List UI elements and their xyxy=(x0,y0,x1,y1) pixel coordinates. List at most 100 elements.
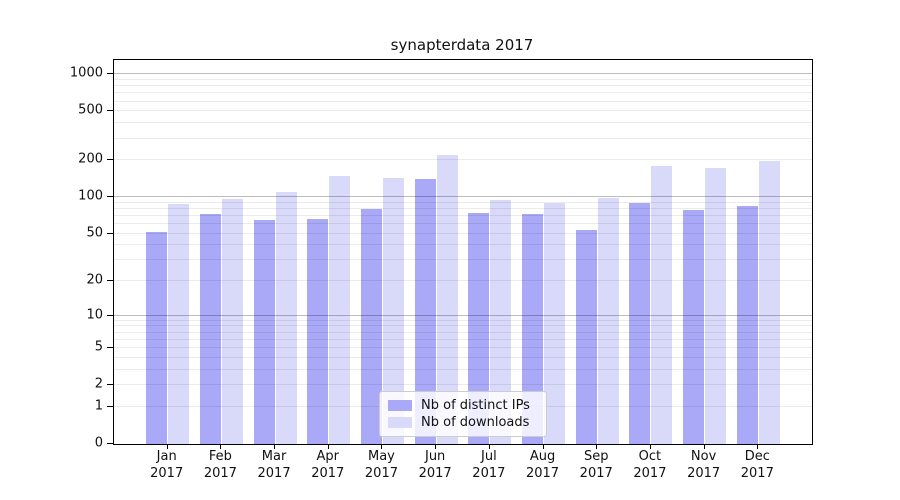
y-gridline-8 xyxy=(114,325,812,327)
y-gridline-800 xyxy=(114,85,812,87)
legend-item-distinct-ips: Nb of distinct IPs xyxy=(388,397,538,414)
bar-distinct-ips-sep xyxy=(575,229,597,444)
y-tick-mark-500 xyxy=(107,110,113,112)
y-tick-mark-1 xyxy=(107,405,113,407)
y-gridline-4 xyxy=(114,356,812,358)
y-gridline-60 xyxy=(114,223,812,225)
y-tick-label-200: 200 xyxy=(78,151,103,167)
bar-downloads-nov xyxy=(705,168,727,444)
legend-label: Nb of downloads xyxy=(421,415,530,430)
y-gridline-1000 xyxy=(114,73,812,75)
x-tick-label-jan: Jan 2017 xyxy=(150,449,184,481)
x-tick-label-jul: Jul 2017 xyxy=(472,449,506,481)
legend-swatch-icon xyxy=(388,417,412,428)
legend-swatch-icon xyxy=(388,400,412,411)
bar-downloads-dec xyxy=(758,161,780,444)
y-gridline-10 xyxy=(114,314,812,316)
bar-downloads-jun xyxy=(436,155,458,444)
bar-downloads-sep xyxy=(597,197,619,444)
x-tick-label-apr: Apr 2017 xyxy=(311,449,345,481)
x-tick-label-aug: Aug 2017 xyxy=(525,449,560,481)
chart-title: synapterdata 2017 xyxy=(390,36,534,54)
bar-distinct-ips-dec xyxy=(736,206,758,444)
y-tick-mark-200 xyxy=(107,159,113,161)
y-tick-mark-50 xyxy=(107,232,113,234)
y-tick-mark-20 xyxy=(107,280,113,282)
bar-downloads-feb xyxy=(221,198,243,444)
bar-distinct-ips-apr xyxy=(307,219,329,444)
x-tick-mark-may xyxy=(381,444,383,449)
y-tick-label-10: 10 xyxy=(86,307,103,323)
y-tick-mark-5 xyxy=(107,347,113,349)
x-tick-label-sep: Sep 2017 xyxy=(579,449,613,481)
legend-item-downloads: Nb of downloads xyxy=(388,414,538,431)
legend: Nb of distinct IPs Nb of downloads xyxy=(379,391,547,437)
y-gridline-2 xyxy=(114,384,812,386)
y-gridline-50 xyxy=(114,232,812,234)
y-gridline-200 xyxy=(114,159,812,161)
bar-distinct-ips-may xyxy=(360,208,382,444)
y-gridline-7 xyxy=(114,331,812,333)
x-tick-label-jun: Jun 2017 xyxy=(418,449,452,481)
bar-downloads-mar xyxy=(275,192,297,444)
bar-downloads-oct xyxy=(651,165,673,444)
x-tick-mark-nov xyxy=(703,444,705,449)
y-tick-mark-1000 xyxy=(107,73,113,75)
y-tick-label-1: 1 xyxy=(94,398,103,414)
y-tick-label-20: 20 xyxy=(86,272,103,288)
y-gridline-40 xyxy=(114,244,812,246)
y-gridline-5 xyxy=(114,347,812,349)
y-tick-label-100: 100 xyxy=(78,188,103,204)
y-tick-label-500: 500 xyxy=(78,102,103,118)
x-tick-label-dec: Dec 2017 xyxy=(740,449,774,481)
y-gridline-80 xyxy=(114,207,812,209)
bar-distinct-ips-jun xyxy=(414,179,436,444)
bar-distinct-ips-mar xyxy=(253,219,275,444)
bar-downloads-jul xyxy=(490,199,512,444)
x-tick-mark-jul xyxy=(488,444,490,449)
bar-downloads-aug xyxy=(544,203,566,444)
bar-distinct-ips-feb xyxy=(199,214,221,444)
y-tick-label-5: 5 xyxy=(94,339,103,355)
x-tick-mark-jan xyxy=(166,444,168,449)
y-gridline-100 xyxy=(114,196,812,198)
y-tick-label-2: 2 xyxy=(94,376,103,392)
x-tick-mark-dec xyxy=(757,444,759,449)
bar-distinct-ips-jul xyxy=(468,213,490,444)
bar-distinct-ips-oct xyxy=(629,202,651,444)
y-gridline-900 xyxy=(114,79,812,81)
x-tick-label-may: May 2017 xyxy=(364,449,398,481)
y-tick-label-0: 0 xyxy=(94,435,103,451)
y-gridline-700 xyxy=(114,92,812,94)
y-tick-label-1000: 1000 xyxy=(69,65,103,81)
y-tick-mark-2 xyxy=(107,384,113,386)
bar-distinct-ips-jan xyxy=(146,231,168,444)
legend-label: Nb of distinct IPs xyxy=(421,398,530,413)
x-tick-mark-mar xyxy=(274,444,276,449)
x-tick-mark-oct xyxy=(649,444,651,449)
y-gridline-30 xyxy=(114,259,812,261)
x-tick-mark-apr xyxy=(327,444,329,449)
y-gridline-9 xyxy=(114,319,812,321)
x-tick-mark-aug xyxy=(542,444,544,449)
y-gridline-70 xyxy=(114,214,812,216)
y-gridline-3 xyxy=(114,368,812,370)
bar-downloads-may xyxy=(382,178,404,444)
y-gridline-400 xyxy=(114,122,812,124)
bar-distinct-ips-aug xyxy=(522,214,544,444)
y-tick-mark-10 xyxy=(107,314,113,316)
bar-distinct-ips-nov xyxy=(683,210,705,444)
x-tick-label-mar: Mar 2017 xyxy=(257,449,291,481)
y-gridline-90 xyxy=(114,201,812,203)
x-tick-label-oct: Oct 2017 xyxy=(633,449,667,481)
x-tick-label-feb: Feb 2017 xyxy=(203,449,237,481)
y-tick-mark-100 xyxy=(107,196,113,198)
y-tick-mark-0 xyxy=(107,443,113,444)
y-gridline-6 xyxy=(114,338,812,340)
y-tick-label-50: 50 xyxy=(86,225,103,241)
x-tick-mark-sep xyxy=(596,444,598,449)
x-tick-mark-jun xyxy=(435,444,437,449)
y-gridline-500 xyxy=(114,110,812,112)
y-gridline-300 xyxy=(114,137,812,139)
